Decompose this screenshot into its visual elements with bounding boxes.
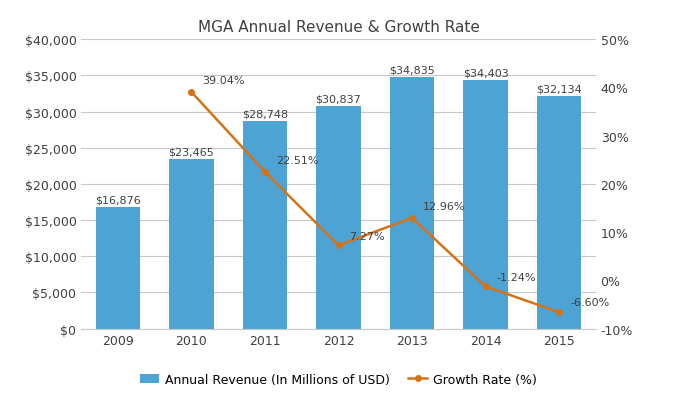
- Bar: [316, 106, 361, 329]
- Bar: [96, 207, 140, 329]
- Text: $23,465: $23,465: [169, 147, 215, 157]
- Text: $34,403: $34,403: [462, 68, 508, 78]
- Text: $28,748: $28,748: [242, 109, 288, 119]
- Text: 22.51%: 22.51%: [276, 155, 318, 165]
- Bar: [464, 81, 508, 329]
- Legend: Annual Revenue (In Millions of USD), Growth Rate (%): Annual Revenue (In Millions of USD), Gro…: [135, 368, 542, 391]
- Text: $32,134: $32,134: [536, 85, 582, 95]
- Text: $30,837: $30,837: [315, 94, 362, 104]
- Text: $34,835: $34,835: [389, 65, 435, 75]
- Text: $16,876: $16,876: [95, 195, 141, 205]
- Text: -6.60%: -6.60%: [570, 298, 609, 308]
- Title: MGA Annual Revenue & Growth Rate: MGA Annual Revenue & Growth Rate: [198, 20, 479, 35]
- Text: -1.24%: -1.24%: [496, 272, 536, 282]
- Text: 12.96%: 12.96%: [423, 201, 466, 211]
- Bar: [537, 97, 581, 329]
- Text: 7.27%: 7.27%: [349, 231, 385, 241]
- Text: 39.04%: 39.04%: [202, 76, 245, 86]
- Bar: [169, 160, 213, 329]
- Bar: [243, 122, 287, 329]
- Bar: [390, 77, 434, 329]
